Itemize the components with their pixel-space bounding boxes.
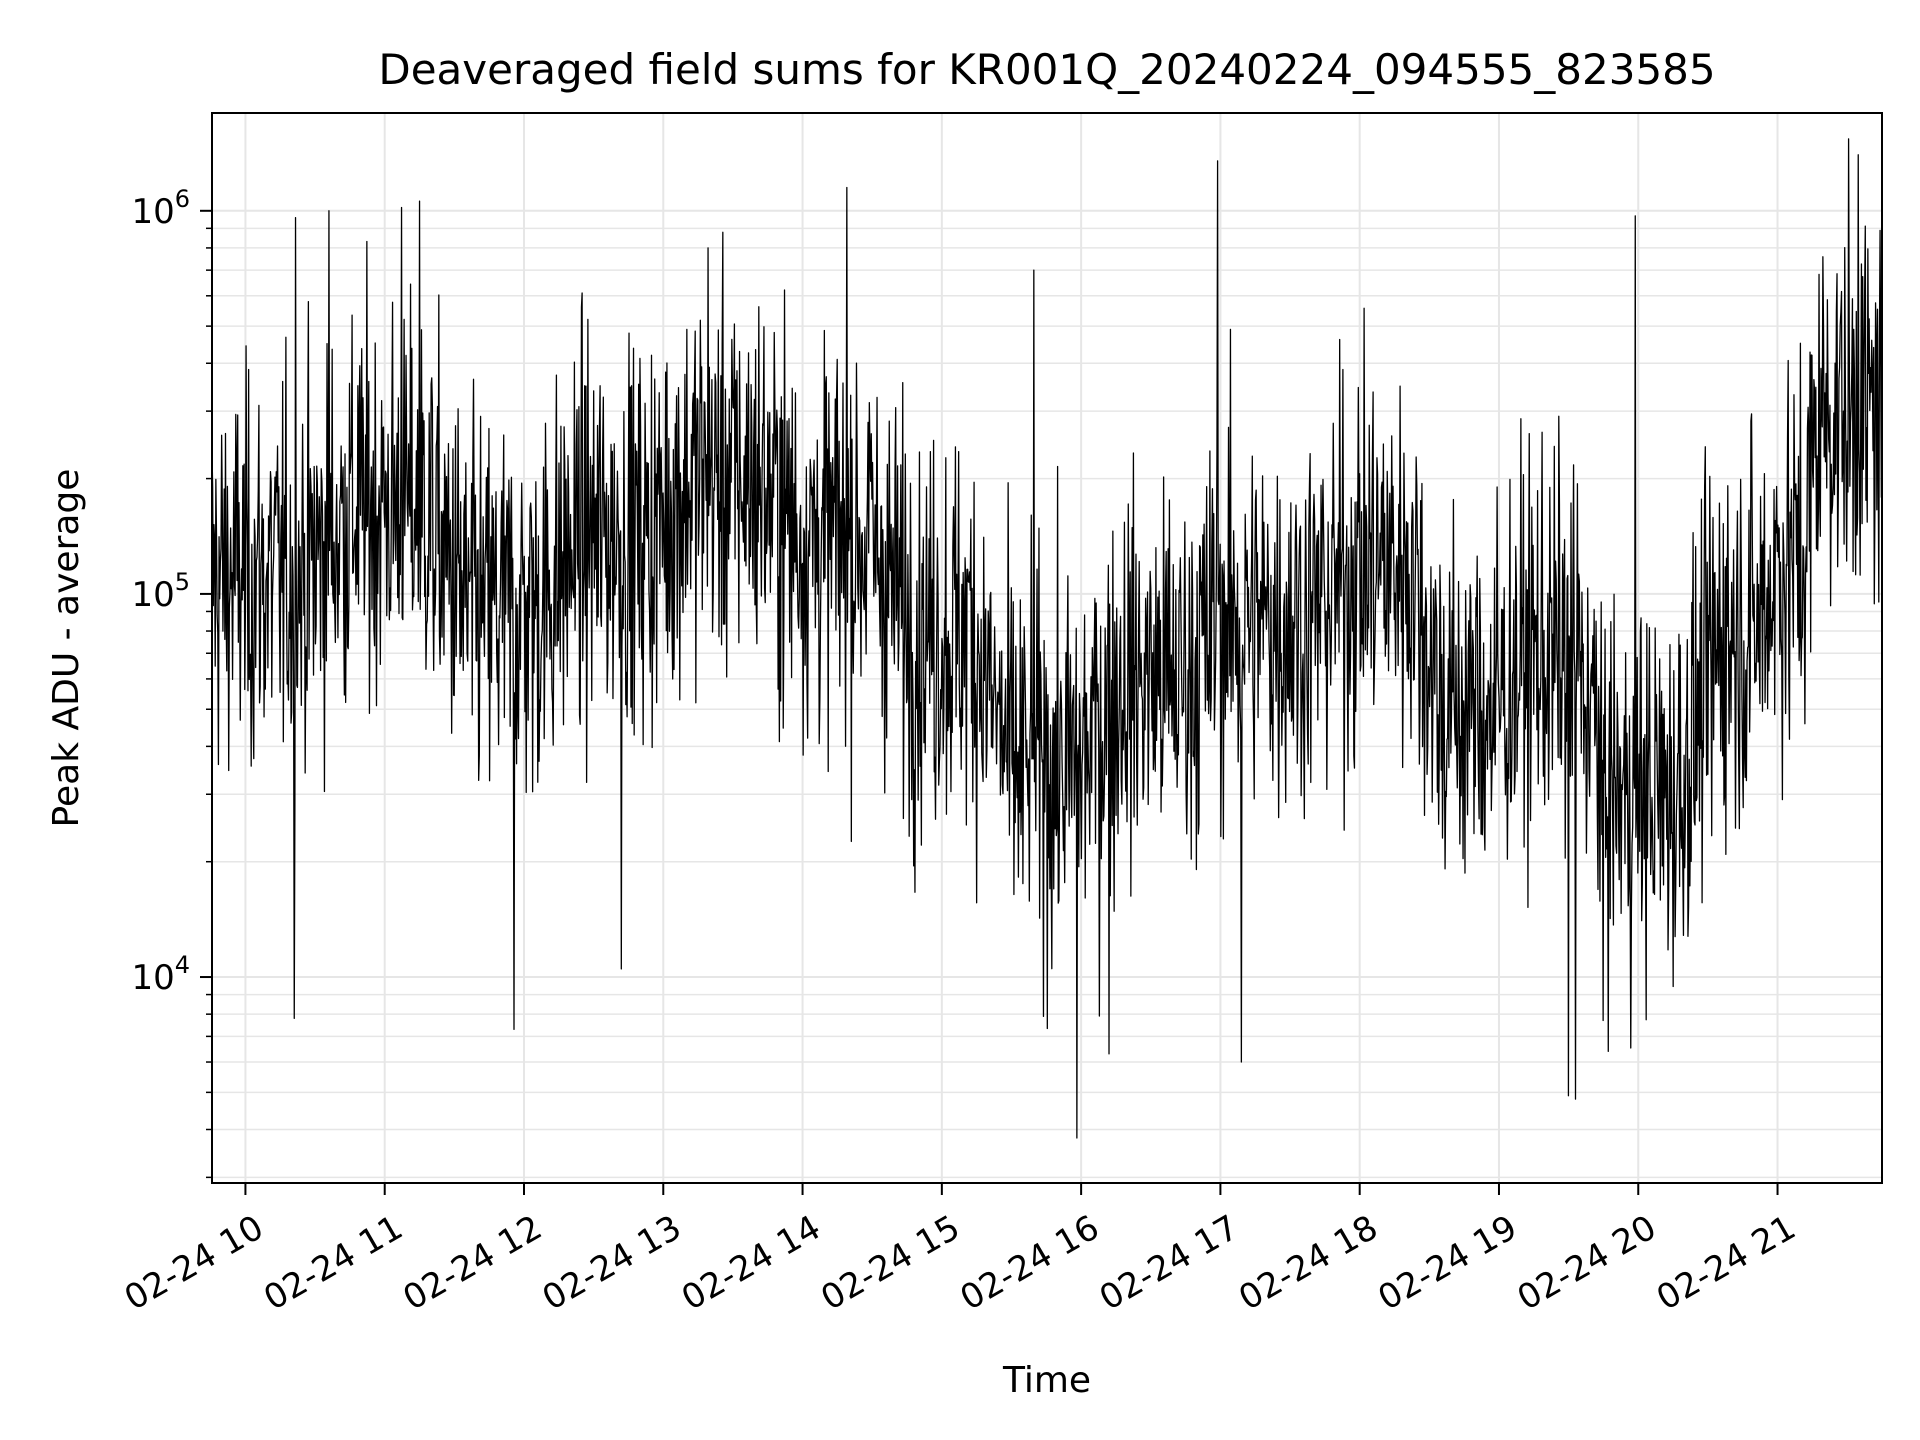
chart-title: Deaveraged field sums for KR001Q_2024022… (378, 45, 1715, 94)
y-axis-label: Peak ADU - average (46, 469, 87, 828)
y-tick-label: 104 (131, 951, 190, 998)
y-axis-ticks: 104 105 106 (131, 185, 212, 1179)
data-series (211, 138, 1883, 1139)
series-line (211, 138, 1883, 1139)
x-axis-label: Time (1002, 1360, 1091, 1401)
plot-frame (211, 112, 1883, 1184)
y-tick-label: 105 (131, 568, 190, 615)
y-tick-label: 106 (131, 185, 190, 232)
